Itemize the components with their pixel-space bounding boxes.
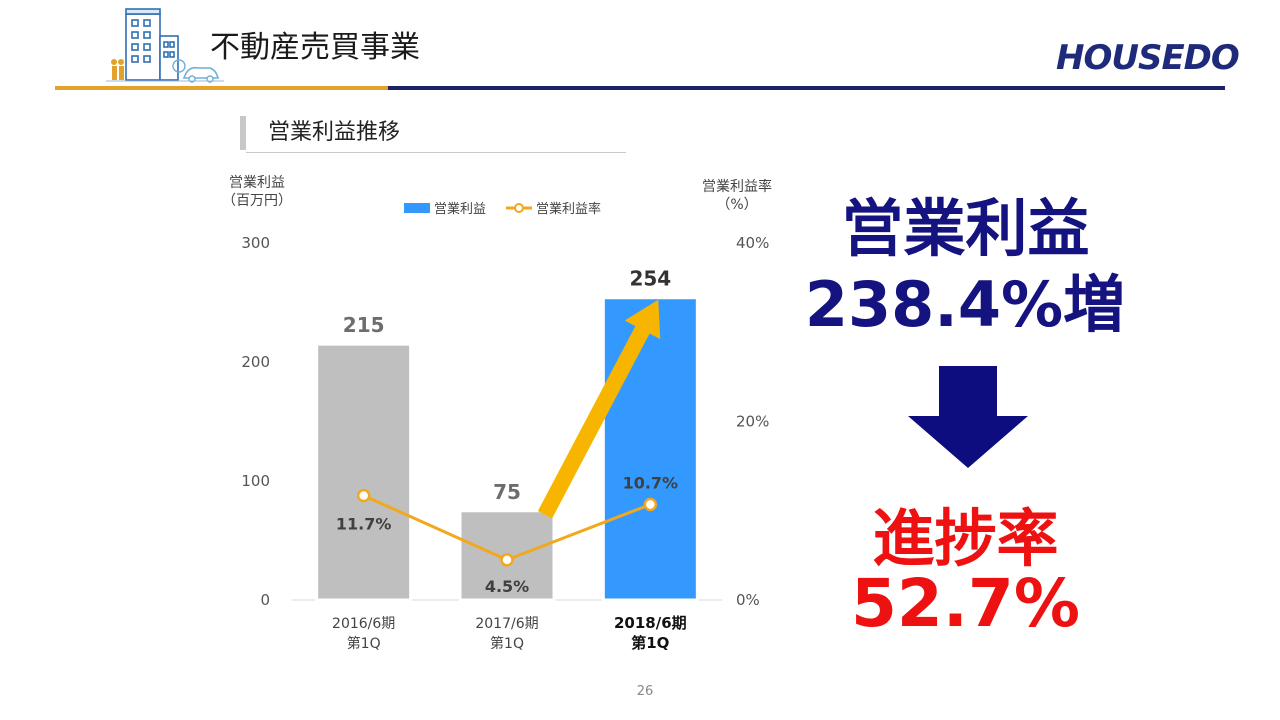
rate-point — [643, 497, 658, 512]
section-title-marker — [240, 116, 246, 150]
x-tick-label: 2018/6期 — [614, 614, 687, 632]
operating-profit-chart: 01002003000%20%40%215752542016/6期第1Q2017… — [241, 201, 769, 652]
x-tick-label: 第1Q — [490, 635, 524, 652]
x-tick-label: 第1Q — [631, 634, 669, 652]
legend-label-bar: 営業利益 — [434, 201, 486, 217]
legend-label-line: 営業利益率 — [536, 201, 601, 217]
kpi-progress-rate: 52.7% — [851, 565, 1080, 642]
y-left-tick-label: 200 — [241, 353, 270, 371]
bar-1 — [315, 342, 413, 602]
rate-point — [356, 488, 371, 503]
x-tick-label: 第1Q — [347, 635, 381, 652]
header-rule-navy — [388, 86, 1225, 90]
page-title: 不動産売買事業 — [210, 30, 420, 65]
rate-value-label: 10.7% — [623, 474, 679, 493]
page-number: 26 — [636, 684, 654, 699]
bar-value-label: 75 — [493, 480, 521, 504]
kpi-profit-label: 営業利益 — [841, 192, 1090, 265]
y-right-tick-label: 40% — [736, 234, 769, 252]
x-tick-label: 2016/6期 — [332, 616, 395, 632]
rate-point — [500, 553, 514, 567]
building-illustration — [106, 8, 224, 83]
legend-swatch-marker — [514, 203, 524, 213]
y-left-tick-label: 0 — [260, 591, 270, 609]
section-title: 営業利益推移 — [268, 120, 401, 145]
section-title-rule — [246, 152, 626, 153]
kpi-profit-growth: 238.4%増 — [804, 268, 1126, 341]
x-tick-label: 2017/6期 — [475, 616, 538, 632]
rate-value-label: 11.7% — [336, 515, 392, 534]
rate-value-label: 4.5% — [485, 577, 529, 596]
bar-3 — [601, 296, 699, 602]
bar-value-label: 254 — [629, 267, 671, 291]
growth-arrow-icon — [537, 299, 661, 519]
kpi-progress-label: 進捗率 — [872, 502, 1059, 575]
bar-value-label: 215 — [343, 313, 385, 337]
header-rule-orange — [55, 86, 388, 90]
y-right-axis-label: 営業利益率 （%） — [702, 179, 772, 213]
y-left-axis-label: 営業利益 （百万円） — [222, 175, 292, 209]
legend-swatch-bar — [404, 203, 430, 213]
y-right-tick-label: 0% — [736, 591, 760, 609]
y-left-tick-label: 300 — [241, 234, 270, 252]
y-left-tick-label: 100 — [241, 472, 270, 490]
y-right-tick-label: 20% — [736, 413, 769, 431]
company-logo: HOUSEDO — [1056, 38, 1240, 78]
down-arrow-icon — [908, 366, 1028, 468]
